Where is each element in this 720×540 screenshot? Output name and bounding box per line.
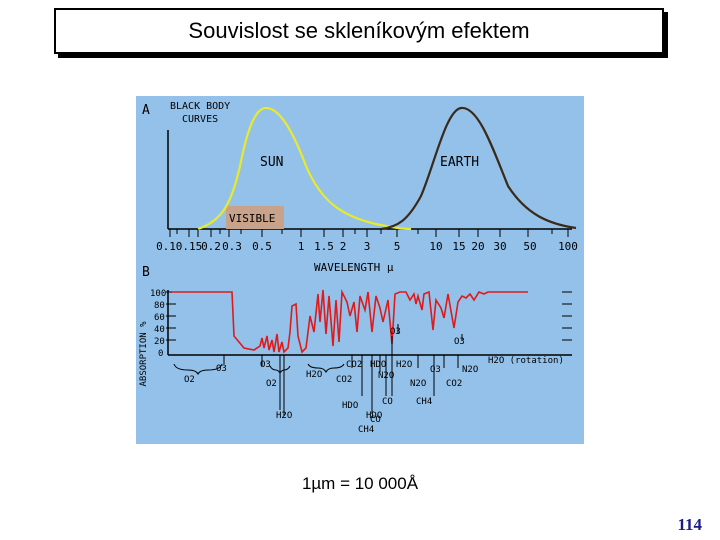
gas-label-o2-mid: O2 bbox=[266, 379, 277, 389]
panel-a-heading-line1: BLACK BODY bbox=[170, 101, 230, 112]
absorption-tick-label: 0 bbox=[158, 349, 163, 359]
gas-label-h2o-c: H2O bbox=[396, 360, 412, 370]
gas-label-ch4-b: CH4 bbox=[358, 425, 374, 435]
gas-labels: O2 O3 O3 O2 H2O H2O CO2 CO2 HDO N2O H2O … bbox=[184, 327, 564, 435]
gas-label-co2-b: CO2 bbox=[336, 375, 352, 385]
wavelength-tick-label: 30 bbox=[493, 240, 506, 253]
gas-label-o2-left: O2 bbox=[184, 375, 195, 385]
wavelength-tick-labels: 0.1 0.15 0.2 0.3 0.5 1 1.5 2 3 5 10 15 2… bbox=[156, 240, 578, 253]
visible-label: VISIBLE bbox=[229, 212, 275, 225]
sun-curve bbox=[197, 106, 412, 231]
wavelength-tick-label: 100 bbox=[558, 240, 578, 253]
earth-label: EARTH bbox=[440, 155, 479, 170]
wavelength-tick-label: 10 bbox=[429, 240, 442, 253]
slide-title: Souvislost se skleníkovým efektem bbox=[54, 8, 664, 54]
panel-b-letter: B bbox=[142, 265, 150, 280]
wavelength-tick-label: 20 bbox=[471, 240, 484, 253]
gas-label-hdo-c: HDO bbox=[366, 411, 382, 421]
gas-label-o3-c: O3 bbox=[454, 337, 465, 347]
gas-label-ch4-a: CH4 bbox=[416, 397, 432, 407]
gas-label-co2-a: CO2 bbox=[346, 360, 362, 370]
spectrum-figure: A BLACK BODY CURVES VISIBLE SUN EARTH bbox=[136, 96, 584, 444]
wavelength-tick-label: 0.2 bbox=[201, 240, 221, 253]
gas-label-o3-left: O3 bbox=[216, 364, 227, 374]
wavelength-tick-label: 50 bbox=[523, 240, 536, 253]
absorption-axis-label: ABSORPTION % bbox=[139, 321, 149, 387]
gas-label-co-a: CO bbox=[382, 397, 393, 407]
panel-background bbox=[136, 96, 584, 444]
wavelength-tick-label: 0.15 bbox=[176, 240, 203, 253]
absorption-tick-label: 60 bbox=[154, 313, 165, 323]
absorption-tick-label: 100 bbox=[150, 289, 166, 299]
gas-band-brackets bbox=[173, 324, 463, 416]
panel-a-heading-line2: CURVES bbox=[182, 114, 218, 125]
absorption-tick-label: 40 bbox=[154, 325, 165, 335]
wavelength-tick-label: 0.3 bbox=[222, 240, 242, 253]
wavelength-tick-label: 15 bbox=[452, 240, 465, 253]
wavelength-tick-marks bbox=[169, 229, 569, 237]
gas-label-hdo-b: HDO bbox=[342, 401, 358, 411]
absorption-tick-labels: 100 80 60 40 20 0 bbox=[150, 289, 166, 359]
wavelength-axis-label: WAVELENGTH µ bbox=[314, 261, 394, 274]
gas-label-hdo-a: HDO bbox=[370, 360, 386, 370]
wavelength-tick-label: 1 bbox=[298, 240, 305, 253]
gas-label-h2o-a: H2O bbox=[276, 411, 292, 421]
unit-conversion-caption: 1µm = 10 000Å bbox=[301, 474, 419, 493]
wavelength-tick-label: 1.5 bbox=[314, 240, 334, 253]
gas-label-n2o-a: N2O bbox=[378, 371, 394, 381]
gas-label-co-b: CO bbox=[370, 415, 381, 425]
gas-label-h2o-rotation: H2O (rotation) bbox=[488, 356, 564, 366]
earth-curve bbox=[380, 106, 577, 231]
absorption-curve bbox=[172, 288, 528, 354]
spectrum-figure-svg: A BLACK BODY CURVES VISIBLE SUN EARTH bbox=[136, 96, 584, 444]
gas-label-o3-b: O3 bbox=[390, 327, 401, 337]
gas-label-n2o-c: N2O bbox=[462, 365, 478, 375]
panel-a-letter: A bbox=[142, 103, 150, 118]
gas-label-o3-a: O3 bbox=[260, 360, 271, 370]
absorption-tick-label: 20 bbox=[154, 337, 165, 347]
sun-label: SUN bbox=[260, 155, 283, 170]
wavelength-tick-label: 5 bbox=[394, 240, 401, 253]
wavelength-tick-label: 3 bbox=[364, 240, 371, 253]
gas-label-co2-c: CO2 bbox=[446, 379, 462, 389]
wavelength-tick-label: 0.1 bbox=[156, 240, 176, 253]
absorption-gridlines bbox=[166, 291, 572, 341]
wavelength-tick-label: 2 bbox=[340, 240, 347, 253]
visible-band bbox=[226, 206, 284, 229]
absorption-tick-label: 80 bbox=[154, 301, 165, 311]
gas-label-h2o-b: H2O bbox=[306, 370, 322, 380]
wavelength-tick-label: 0.5 bbox=[252, 240, 272, 253]
gas-label-n2o-b: N2O bbox=[410, 379, 426, 389]
page-number: 114 bbox=[677, 515, 702, 534]
gas-label-o3-d: O3 bbox=[430, 365, 441, 375]
